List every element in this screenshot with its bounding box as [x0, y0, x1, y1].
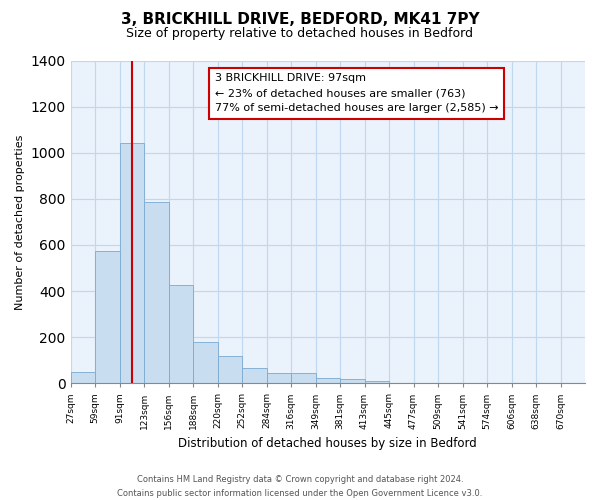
Bar: [291, 373, 316, 384]
Bar: [193, 342, 218, 384]
Text: Contains HM Land Registry data © Crown copyright and database right 2024.
Contai: Contains HM Land Registry data © Crown c…: [118, 476, 482, 498]
Bar: [119, 144, 144, 384]
Bar: [365, 381, 389, 384]
Bar: [242, 368, 266, 384]
Y-axis label: Number of detached properties: Number of detached properties: [15, 134, 25, 310]
Text: 3, BRICKHILL DRIVE, BEDFORD, MK41 7PY: 3, BRICKHILL DRIVE, BEDFORD, MK41 7PY: [121, 12, 479, 28]
Bar: [218, 356, 242, 384]
Bar: [144, 202, 169, 384]
Bar: [316, 378, 340, 384]
Bar: [266, 373, 291, 384]
Bar: [169, 286, 193, 384]
Text: Size of property relative to detached houses in Bedford: Size of property relative to detached ho…: [127, 28, 473, 40]
Text: 3 BRICKHILL DRIVE: 97sqm
← 23% of detached houses are smaller (763)
77% of semi-: 3 BRICKHILL DRIVE: 97sqm ← 23% of detach…: [215, 74, 498, 113]
Bar: [340, 379, 365, 384]
Bar: [95, 250, 119, 384]
Bar: [71, 372, 95, 384]
X-axis label: Distribution of detached houses by size in Bedford: Distribution of detached houses by size …: [178, 437, 477, 450]
